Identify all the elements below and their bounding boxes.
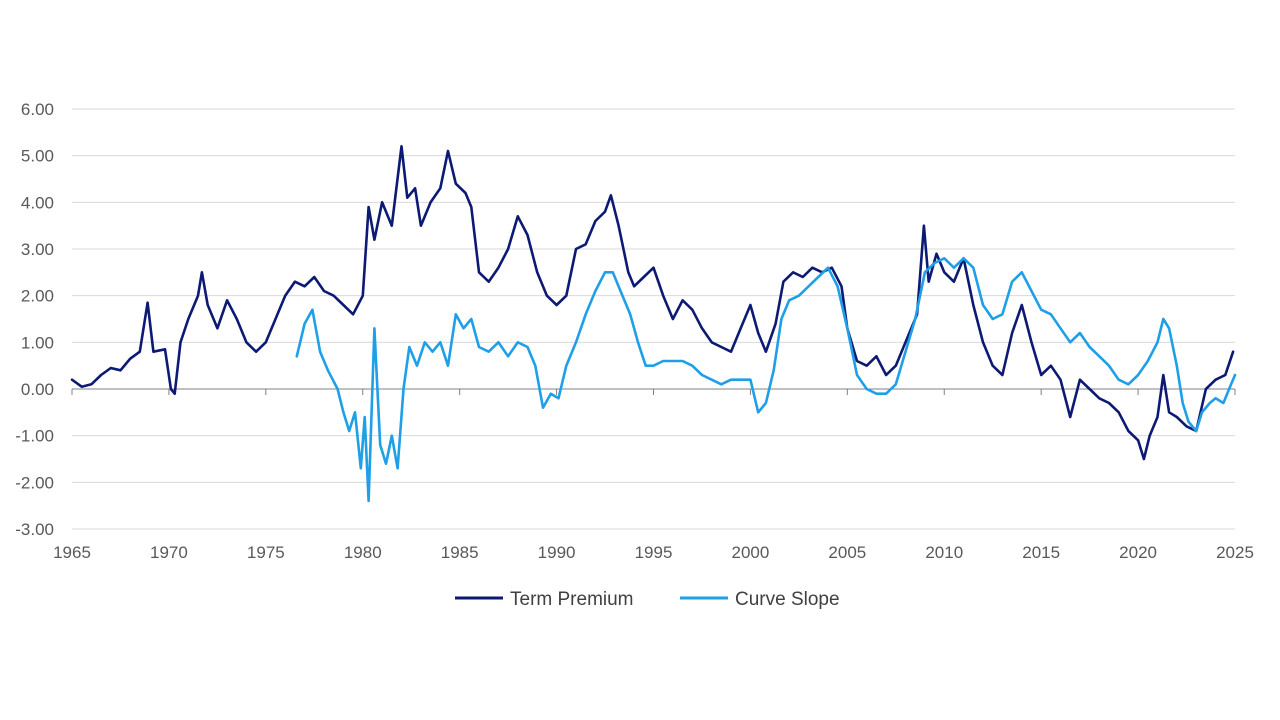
series-line-curve-slope	[295, 257, 1237, 503]
x-tick-label: 1985	[441, 543, 479, 562]
x-tick-label: 2025	[1216, 543, 1254, 562]
series-line-term-premium	[70, 145, 1235, 461]
y-tick-label: 5.00	[21, 147, 54, 166]
series-lines	[70, 145, 1237, 503]
y-tick-label: 3.00	[21, 240, 54, 259]
x-tick-label: 2000	[732, 543, 770, 562]
y-tick-label: -2.00	[15, 473, 54, 492]
axes: 6.00 5.00 4.00 3.00 2.00 1.00 0.00 -1.00 -2.00 -3…	[15, 100, 1254, 562]
x-tick-label: 1995	[635, 543, 673, 562]
y-tick-label: 6.00	[21, 100, 54, 119]
y-tick-label: 4.00	[21, 193, 54, 212]
x-tick-label: 2005	[828, 543, 866, 562]
y-tick-label: 1.00	[21, 333, 54, 352]
x-tick-label: 1975	[247, 543, 285, 562]
y-tick-label: 0.00	[21, 380, 54, 399]
gridlines	[72, 108, 1235, 530]
legend-label: Term Premium	[510, 589, 634, 610]
y-tick-label: -1.00	[15, 427, 54, 446]
legend: Term Premium Curve Slope	[455, 589, 840, 610]
x-tick-label: 2020	[1119, 543, 1157, 562]
x-tick-label: 1990	[538, 543, 576, 562]
x-tick-label: 1965	[53, 543, 91, 562]
y-tick-label: -3.00	[15, 520, 54, 539]
x-tick-label: 2010	[925, 543, 963, 562]
x-tick-label: 1980	[344, 543, 382, 562]
x-tick-label: 1970	[150, 543, 188, 562]
y-tick-label: 2.00	[21, 287, 54, 306]
x-tick-label: 2015	[1022, 543, 1060, 562]
legend-label: Curve Slope	[735, 589, 840, 610]
